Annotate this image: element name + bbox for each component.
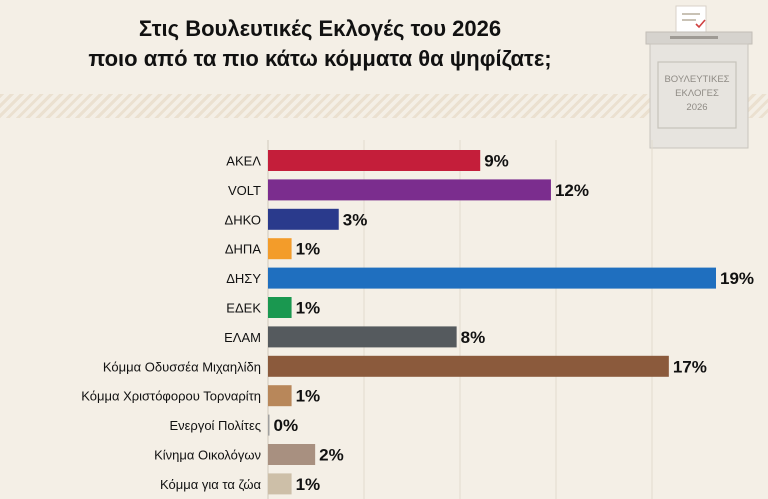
- value-label: 0%: [274, 416, 299, 435]
- value-label: 19%: [720, 269, 754, 288]
- category-label: ΕΛΑΜ: [224, 330, 261, 345]
- bar: [268, 473, 292, 495]
- category-label: ΕΔΕΚ: [226, 301, 261, 316]
- bar: [268, 414, 270, 436]
- value-label: 12%: [555, 181, 589, 200]
- category-label: ΔΗΣΥ: [226, 271, 261, 286]
- bar: [268, 385, 292, 407]
- bar: [268, 150, 481, 171]
- ballot-box-label-line-1: ΒΟΥΛΕΥΤΙΚΕΣ: [664, 74, 729, 85]
- ballot-box-label-line-3: 2026: [686, 102, 707, 113]
- category-label: ΔΗΚΟ: [225, 212, 261, 227]
- category-label: VOLT: [228, 183, 261, 198]
- value-label: 1%: [296, 475, 321, 494]
- ballot-box-label-line-2: ΕΚΛΟΓΕΣ: [675, 88, 719, 99]
- title-line-2: ποιο από τα πιο κάτω κόμματα θα ψηφίζατε…: [88, 46, 552, 71]
- value-label: 3%: [343, 210, 368, 229]
- title-line-1: Στις Βουλευτικές Εκλογές του 2026: [138, 16, 502, 41]
- category-label: Κόμμα Χριστόφορου Τορναρίτη: [81, 389, 261, 404]
- value-label: 1%: [296, 240, 321, 259]
- ballot-paper-icon: [675, 5, 707, 37]
- decorative-stripe-band: [0, 94, 768, 118]
- ballot-box-illustration: ΒΟΥΛΕΥΤΙΚΕΣ ΕΚΛΟΓΕΣ 2026: [630, 0, 768, 160]
- category-label: Κόμμα Οδυσσέα Μιχαηλίδη: [103, 359, 261, 374]
- bar: [268, 444, 316, 465]
- value-label: 2%: [319, 446, 344, 465]
- category-label: Κίνημα Οικολόγων: [154, 448, 261, 463]
- bar: [268, 297, 292, 318]
- chart-title: Στις Βουλευτικές Εκλογές του 2026 ποιο α…: [0, 14, 640, 74]
- value-label: 1%: [296, 387, 321, 406]
- bar: [268, 355, 669, 377]
- bar: [268, 267, 716, 289]
- value-label: 8%: [461, 328, 486, 347]
- value-label: 1%: [296, 299, 321, 318]
- value-label: 9%: [484, 152, 509, 171]
- bar: [268, 179, 551, 201]
- value-label: 17%: [673, 357, 707, 376]
- bar: [268, 238, 292, 260]
- category-label: ΔΗΠΑ: [225, 242, 261, 257]
- category-label: ΑΚΕΛ: [226, 154, 261, 169]
- category-label: Κόμμα για τα ζώα: [160, 477, 261, 492]
- bar: [268, 208, 339, 230]
- category-label: Ενεργοί Πολίτες: [169, 418, 261, 433]
- bar: [268, 326, 457, 348]
